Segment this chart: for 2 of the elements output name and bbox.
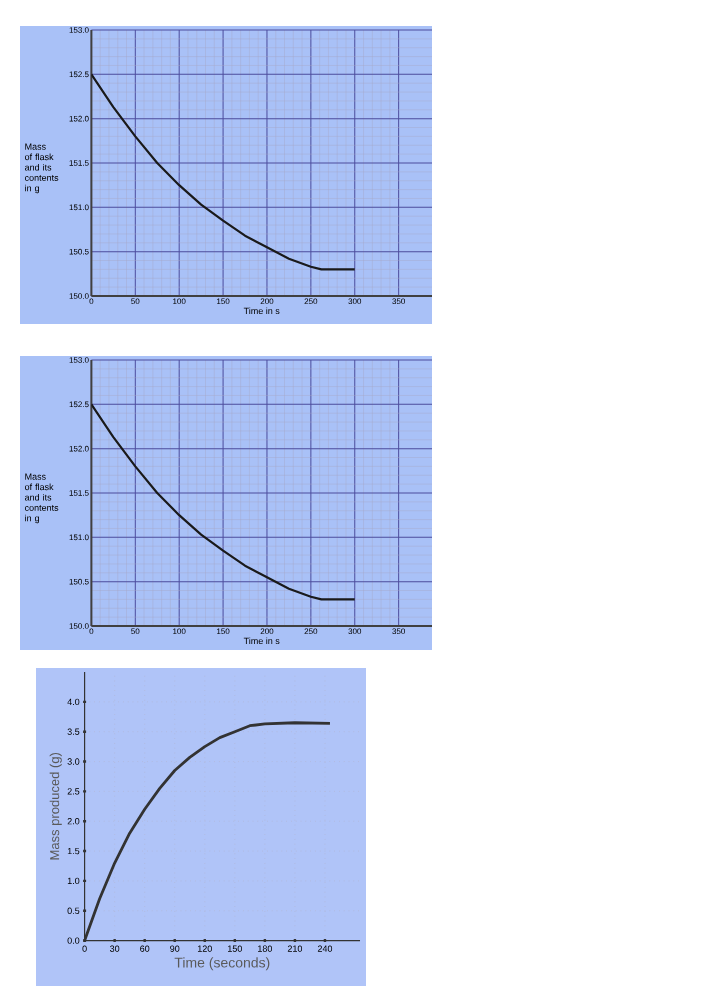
line-series xyxy=(91,403,356,601)
line-series xyxy=(91,73,356,271)
